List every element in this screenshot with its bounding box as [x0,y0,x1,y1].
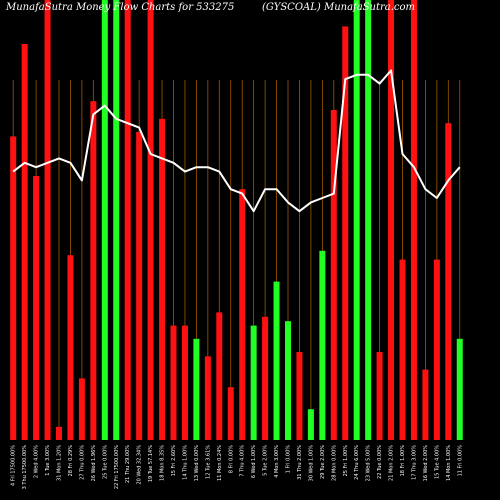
x-tick-label: 17 Thu 3.00% [411,445,417,480]
bar-25 [285,321,291,440]
x-tick-label: 21 Thu 29.00% [125,445,131,483]
x-tick-label: 22 Tue 0.00% [377,445,383,479]
bar-21 [239,189,246,440]
bar-18 [204,356,211,440]
x-tick-label: 11 Fri 0.00% [457,445,463,477]
bars [10,0,463,441]
bar-39 [445,123,452,440]
bar-19 [216,312,223,440]
bar-14 [159,118,166,441]
bar-32 [365,0,372,440]
bar-37 [422,369,429,440]
bar-13 [147,0,154,440]
bar-24 [273,281,280,440]
bar-16 [181,325,188,440]
chart-title: MunafaSutra Money Flow Charts for 533275 [5,2,234,13]
x-tick-label: 23 Wed 5.00% [366,445,372,482]
bar-3 [33,176,40,440]
bar-29 [330,110,337,440]
x-tick-label: 1 Tue 3.00% [45,445,51,476]
bar-4 [44,0,51,440]
bar-9 [101,0,108,440]
x-tick-label: 24 Thu 6.00% [354,445,360,480]
x-tick-label: 31 Mon 1.20% [57,445,63,481]
bar-15 [170,325,177,440]
x-tick-label: 3 Thu 17500.00% [22,445,28,490]
x-tick-labels: 4 Fri 17500.00% 3 Thu 17500.00% 2 Wed 4.00… [11,445,464,490]
x-tick-label: 25 Tue 0.00% [102,445,108,479]
x-tick-label: 1 Fri 0.00% [286,445,292,473]
bar-5 [56,426,62,440]
x-tick-label: 4 Mon 3.00% [274,445,280,478]
x-tick-label: 27 Thu 0.00% [79,445,85,480]
x-tick-label: 28 Mon 0.00% [331,445,337,481]
bar-17 [193,338,200,440]
bar-2 [21,44,28,440]
bar-20 [227,387,234,440]
bar-10 [113,0,120,440]
bar-6 [67,255,74,440]
bar-33 [376,352,383,440]
x-tick-label: 18 Mon 8.35% [160,445,166,481]
x-tick-label: 2 Wed 4.00% [34,445,40,478]
price-line [12,69,461,213]
x-tick-label: 12 Tue 3.61% [205,445,211,479]
bar-35 [399,259,406,440]
x-tick-label: 18 Fri 1.00% [400,445,406,477]
x-tick-label: 14 Thu 1.00% [182,445,188,480]
bar-27 [307,409,314,440]
x-tick-label: 7 Thu 4.00% [240,445,246,477]
bar-1 [10,136,17,440]
bar-34 [388,0,395,440]
bar-28 [319,250,326,440]
x-tick-label: 15 Tue 4.00% [434,445,440,479]
bar-23 [262,316,269,440]
price-line-path [12,69,461,213]
x-tick-label: 28 Fri 0.29% [68,445,74,477]
bar-26 [296,352,303,440]
x-tick-label: 25 Fri 1.00% [343,445,349,477]
x-tick-label: 16 Wed 2.00% [423,445,429,482]
chart-subtitle: (GYSCOAL) MunafaSutra.com [262,2,415,13]
bar-22 [250,325,257,440]
x-tick-label: 21 Mon 2.00% [389,445,395,481]
x-tick-label: 31 Thu 2.00% [297,445,303,480]
x-tick-label: 29 Tue 2.00% [320,445,326,479]
bar-38 [433,259,440,440]
x-tick-label: 5 Tue 2.00% [263,445,269,476]
bar-36 [410,0,417,440]
x-tick-label: 14 Mon 1.00% [446,445,452,481]
bar-30 [342,26,349,441]
x-tick-label: 13 Wed 0.00% [194,445,200,482]
x-tick-label: 19 Tue 57.14% [148,445,154,482]
bar-11 [124,0,131,440]
x-tick-label: 26 Wed 1.96% [91,445,97,482]
x-tick-label: 8 Fri 0.00% [228,445,234,473]
x-tick-label: 6 Wed 1.00% [251,445,257,478]
x-tick-label: 22 Fri 17500.00% [114,445,120,489]
bar-12 [136,132,143,440]
x-tick-label: 30 Wed 1.00% [308,445,314,482]
bar-31 [353,0,360,440]
bar-40 [456,338,463,440]
x-tick-label: 20 Wed 32.34% [137,445,143,485]
x-tick-label: 15 Fri 2.60% [171,445,177,477]
bar-8 [90,101,97,440]
x-tick-label: 4 Fri 17500.00% [11,445,17,486]
x-tick-label: 11 Mon 0.24% [217,445,223,481]
bar-7 [78,378,85,440]
